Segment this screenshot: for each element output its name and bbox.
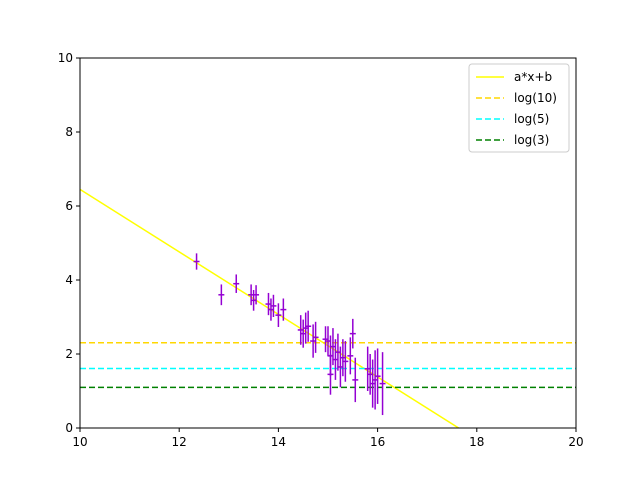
data-point <box>270 294 277 317</box>
data-point <box>280 298 287 321</box>
data-point <box>253 285 260 305</box>
y-tick-label: 4 <box>65 273 73 287</box>
legend: a*x+b log(10) log(5) log(3) <box>468 63 570 153</box>
plot-area <box>80 188 576 428</box>
data-point <box>275 303 282 327</box>
y-tick-label: 10 <box>58 51 73 65</box>
data-point <box>342 341 349 382</box>
y-tick-label: 8 <box>65 125 73 139</box>
data-point <box>312 321 319 353</box>
x-tick-label: 14 <box>271 435 286 449</box>
x-tick-label: 12 <box>172 435 187 449</box>
x-tick-label: 16 <box>370 435 385 449</box>
x-axis: 10 12 14 16 18 20 <box>72 428 584 449</box>
data-point <box>305 310 312 342</box>
legend-label: log(10) <box>514 91 557 105</box>
y-tick-label: 0 <box>65 421 73 435</box>
data-point <box>193 253 200 270</box>
x-tick-label: 10 <box>72 435 87 449</box>
y-axis: 0 2 4 6 8 10 <box>58 51 80 435</box>
data-point <box>347 337 354 375</box>
x-tick-label: 18 <box>469 435 484 449</box>
y-tick-label: 2 <box>65 347 73 361</box>
data-point <box>233 274 240 293</box>
data-point <box>327 354 334 395</box>
legend-label: a*x+b <box>514 70 552 84</box>
legend-label: log(3) <box>514 133 549 147</box>
data-point <box>379 352 386 416</box>
x-tick-label: 20 <box>568 435 583 449</box>
data-point <box>352 357 359 403</box>
legend-box <box>468 63 570 153</box>
legend-label: log(5) <box>514 112 549 126</box>
y-tick-label: 6 <box>65 199 73 213</box>
axes-frame <box>79 57 577 429</box>
data-point <box>218 284 225 306</box>
data-point <box>374 348 381 404</box>
data-point <box>349 318 356 349</box>
